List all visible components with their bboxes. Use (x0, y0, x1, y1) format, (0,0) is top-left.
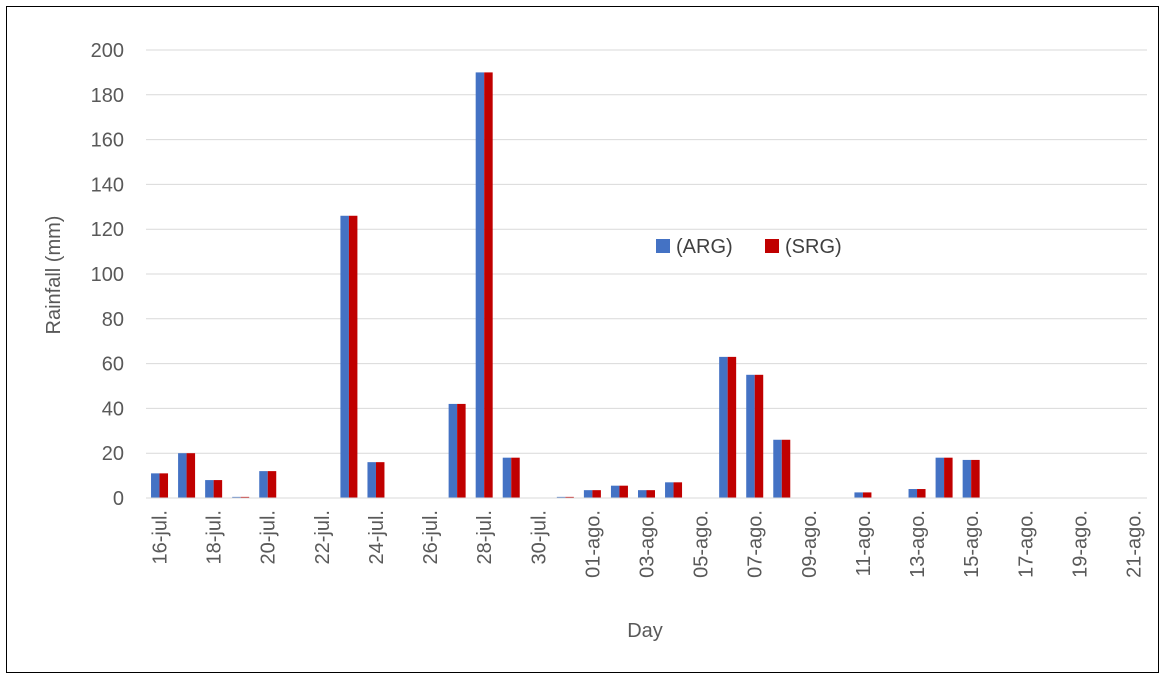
bar-srg (619, 485, 628, 498)
bar-arg (178, 453, 187, 498)
legend-swatch-srg (765, 239, 779, 253)
bar-arg (340, 215, 349, 498)
y-tick-label: 160 (91, 130, 124, 152)
bar-arg (665, 482, 674, 498)
y-tick-label: 100 (91, 264, 124, 286)
bar-arg (205, 480, 214, 498)
bar-srg (484, 72, 493, 499)
x-tick-label: 05-ago. (691, 510, 713, 578)
y-axis-title: Rainfall (mm) (43, 216, 65, 335)
bar-srg (754, 374, 764, 498)
bar-srg (457, 403, 466, 498)
x-tick-label: 15-ago. (961, 510, 983, 578)
x-tick-label: 11-ago. (853, 510, 875, 576)
x-tick-label: 30-jul. (528, 510, 550, 564)
bar-arg (367, 462, 376, 498)
chart-frame (6, 6, 1159, 673)
y-tick-label: 80 (102, 309, 124, 331)
gridlines (146, 49, 1147, 454)
bar-arg (556, 496, 566, 498)
bar-arg (259, 471, 268, 498)
bar-arg (962, 459, 972, 498)
bar-arg (773, 439, 782, 498)
x-tick-label: 26-jul. (420, 510, 442, 564)
bar-arg (935, 457, 945, 498)
bar-srg (971, 459, 980, 498)
x-tick-label: 20-jul. (258, 510, 280, 564)
x-axis-title: Day (627, 620, 663, 642)
bar-arg (583, 490, 593, 498)
bar-srg (375, 462, 385, 498)
x-tick-labels: 16-jul. 18-jul. 20-jul. 22-jul. 24-jul. 26-ju… (150, 510, 1146, 578)
x-tick-label: 28-jul. (474, 510, 496, 564)
bar-srg (781, 439, 791, 498)
bar-srg (944, 457, 953, 498)
bar-srg (511, 457, 520, 498)
bar-arg (746, 374, 755, 498)
bar-arg (232, 496, 241, 498)
bar-srg (646, 490, 655, 498)
x-tick-label: 22-jul. (312, 510, 334, 564)
legend-label-srg: (SRG) (785, 236, 842, 258)
y-tick-label: 40 (102, 398, 124, 420)
x-tick-label: 07-ago. (745, 510, 767, 578)
bar-arg (908, 489, 918, 498)
y-tick-label: 20 (102, 443, 124, 465)
bar-arg (151, 473, 160, 498)
y-tick-label: 180 (91, 85, 124, 107)
x-tick-label: 09-ago. (799, 510, 821, 578)
x-tick-label: 01-ago. (582, 510, 604, 578)
bar-srg (727, 356, 737, 498)
x-tick-label: 21-ago. (1123, 510, 1145, 578)
bar-arg (502, 457, 512, 498)
bar-srg (673, 482, 683, 498)
y-tick-label: 140 (91, 174, 124, 196)
y-tick-label: 0 (113, 488, 124, 510)
legend-swatch-arg (656, 239, 670, 253)
x-tick-label: 16-jul. (150, 510, 172, 564)
bar-srg (348, 215, 358, 498)
x-tick-label: 18-jul. (204, 510, 226, 564)
legend-label-arg: (ARG) (676, 236, 733, 258)
bar-arg (719, 356, 728, 498)
bar-srg (917, 489, 926, 498)
x-tick-label: 19-ago. (1069, 510, 1091, 578)
x-tick-label: 13-ago. (907, 510, 929, 578)
bar-arg (854, 492, 863, 498)
x-tick-label: 24-jul. (366, 510, 388, 564)
bar-srg (267, 471, 277, 498)
bar-srg (213, 480, 223, 498)
x-tick-label: 03-ago. (637, 510, 659, 578)
y-tick-labels: 0 20 40 60 80 100 120 140 160 180 200 (91, 40, 124, 510)
bar-srg (862, 492, 872, 498)
bar-arg (610, 485, 620, 498)
bar-srg (240, 496, 250, 498)
legend: (ARG) (SRG) (656, 236, 842, 258)
bar-arg (475, 72, 485, 499)
bar-srg (565, 496, 574, 498)
y-tick-label: 60 (102, 354, 124, 376)
y-tick-label: 200 (91, 40, 124, 62)
y-tick-label: 120 (91, 219, 124, 241)
bar-arg (638, 490, 647, 498)
bar-srg (592, 490, 601, 498)
bar-arg (448, 403, 458, 498)
bar-srg (159, 473, 169, 498)
bar-srg (186, 453, 196, 498)
x-tick-label: 17-ago. (1015, 510, 1037, 578)
bars (151, 72, 980, 499)
